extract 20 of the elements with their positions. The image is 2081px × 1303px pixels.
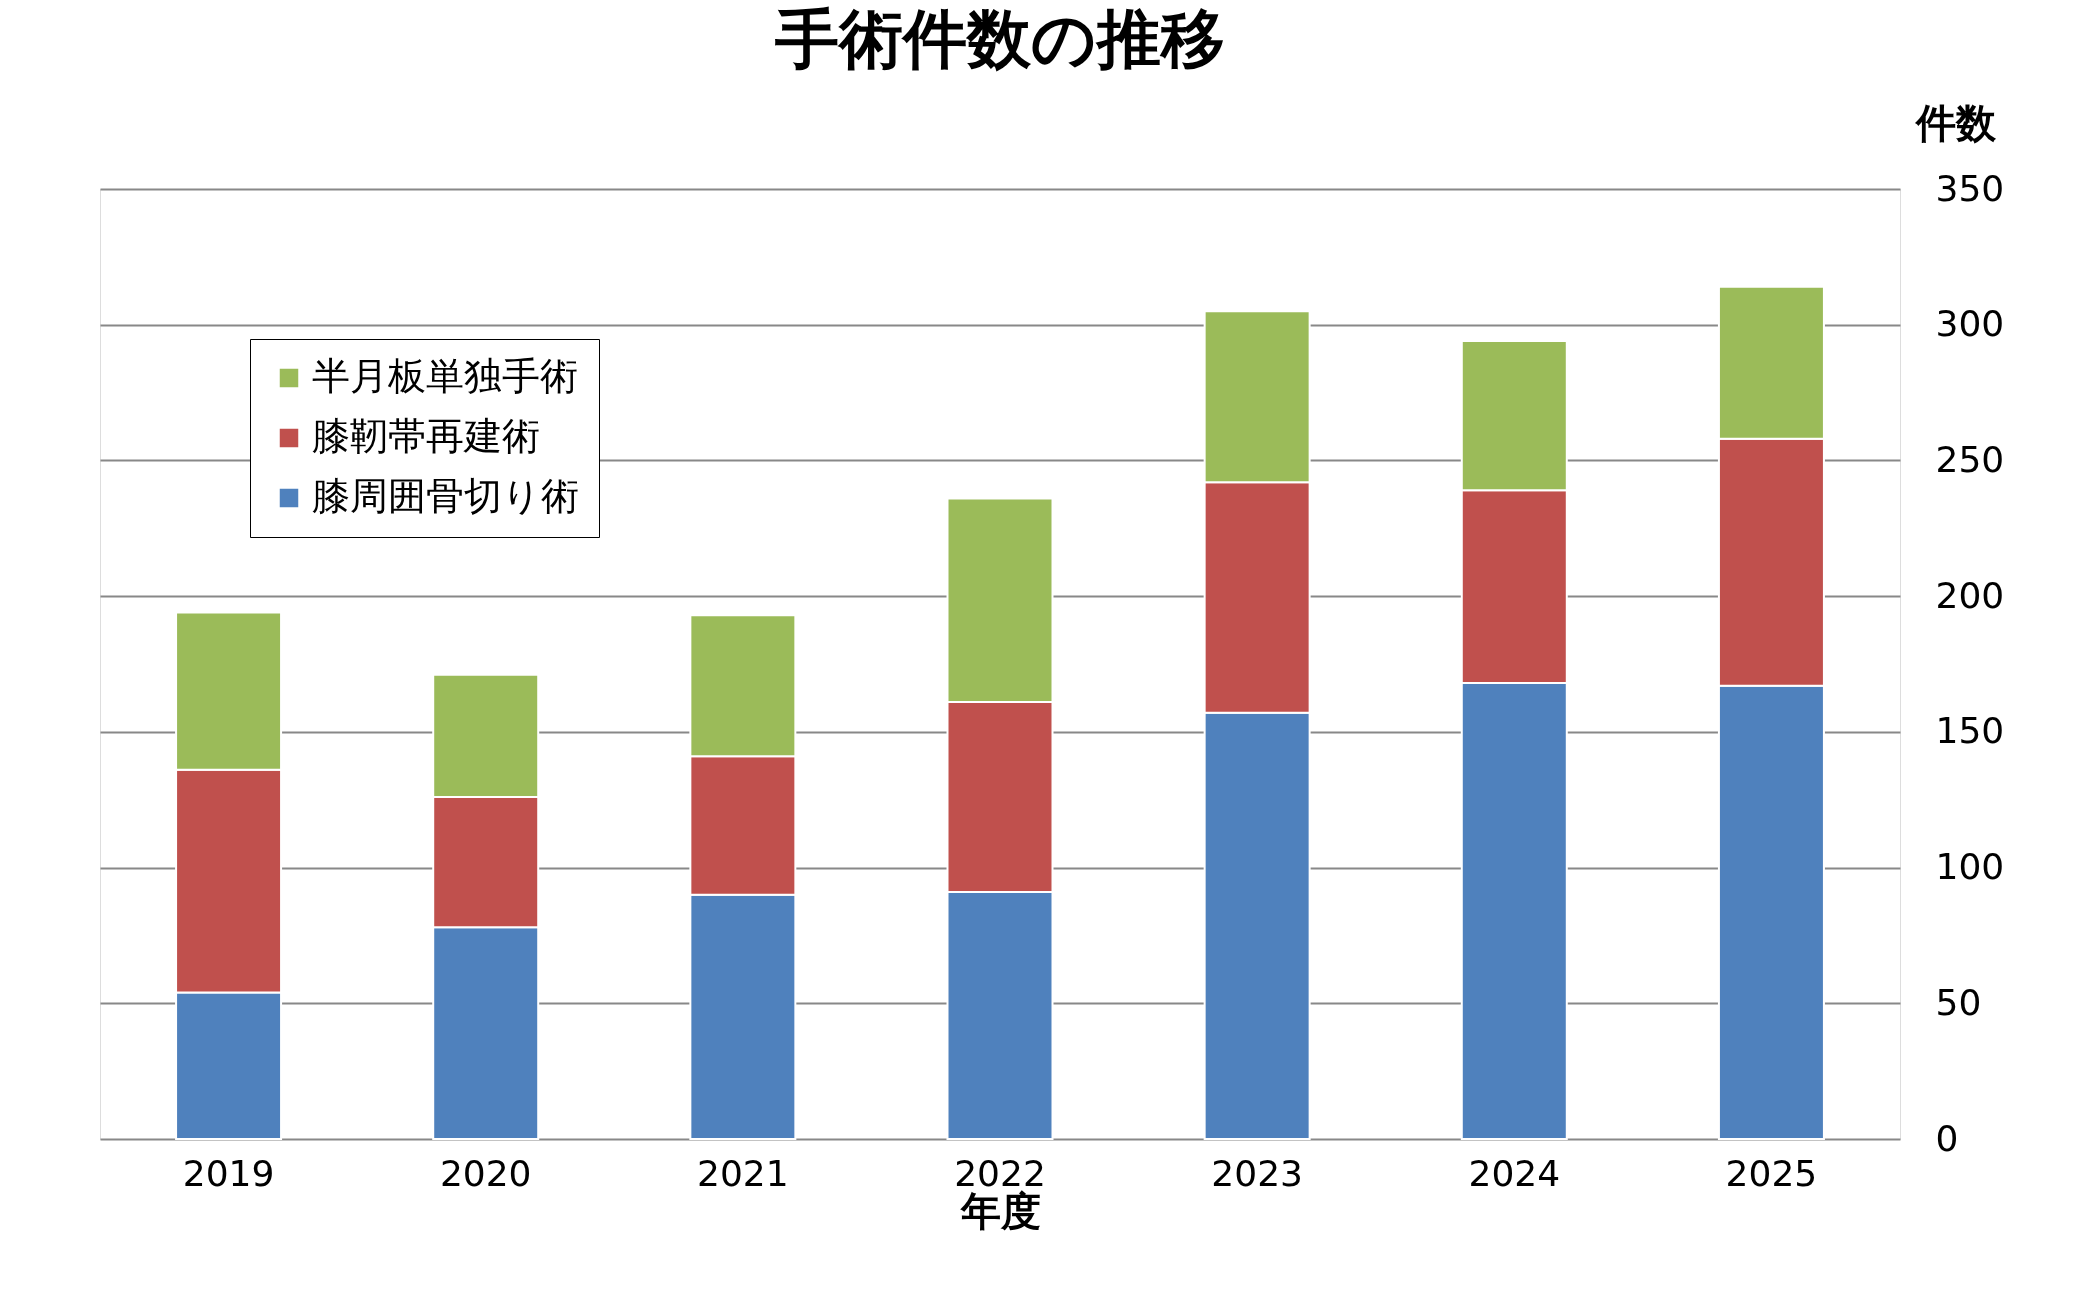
x-tick-label: 2024 (1468, 1152, 1561, 1194)
y-tick-label: 250 (1935, 438, 2005, 480)
x-tick-label: 2023 (1211, 1152, 1303, 1194)
y-tick-label: 0 (1935, 1117, 1959, 1159)
y-tick-label: 50 (1935, 981, 1982, 1023)
y-tick-label: 100 (1935, 846, 2005, 888)
legend-label: 膝周囲骨切り術 (312, 474, 579, 518)
y-tick-label: 200 (1935, 574, 2005, 616)
x-tick-label: 2019 (182, 1152, 275, 1194)
y-axis-title: 件数 (1913, 99, 1997, 146)
legend-label: 半月板単独手術 (312, 354, 578, 398)
x-tick-label: 2025 (1725, 1152, 1818, 1194)
y-tick-label: 300 (1935, 303, 2005, 345)
y-tick-label: 150 (1935, 710, 2005, 752)
x-tick-label: 2021 (697, 1152, 789, 1194)
x-axis-title: 年度 (959, 1187, 1041, 1234)
chart-title: 手術件数の推移 (774, 2, 1225, 76)
y-tick-label: 350 (1935, 167, 2005, 209)
x-tick-label: 2020 (439, 1152, 532, 1194)
legend-label: 膝靭帯再建術 (312, 414, 540, 458)
